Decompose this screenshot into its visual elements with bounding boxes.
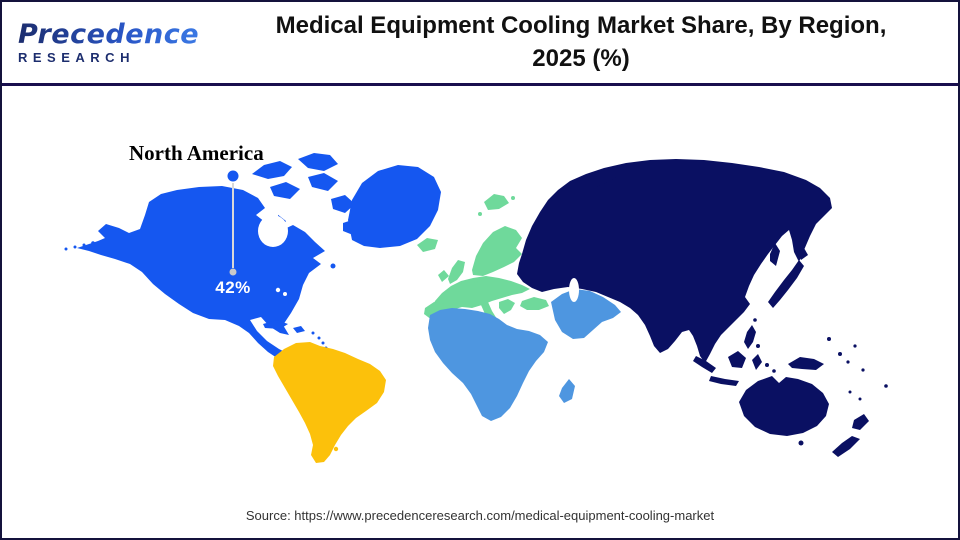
north-america-region: [64, 153, 441, 364]
region-value-north-america: 42%: [215, 278, 251, 297]
middle-east-africa-region: [428, 289, 621, 421]
header: Precedence RESEARCH Medical Equipment Co…: [2, 2, 958, 86]
north-america-callout: [227, 170, 239, 276]
asia-pacific-region: [517, 159, 888, 457]
south-america-region: [273, 342, 386, 463]
leader-bottom-dot: [229, 268, 237, 276]
chart-title-line1: Medical Equipment Cooling Market Share, …: [275, 12, 887, 40]
region-label-north-america: North America: [129, 141, 264, 165]
leader-top-dot: [227, 170, 239, 182]
brand-subname: RESEARCH: [18, 51, 218, 64]
chart-title: Medical Equipment Cooling Market Share, …: [218, 10, 958, 75]
source-text: Source: https://www.precedenceresearch.c…: [245, 508, 715, 523]
europe-region: [417, 194, 549, 324]
chart-title-line2: 2025 (%): [532, 44, 630, 72]
brand-name: Precedence: [18, 21, 218, 48]
brand-logo: Precedence RESEARCH: [2, 21, 218, 64]
